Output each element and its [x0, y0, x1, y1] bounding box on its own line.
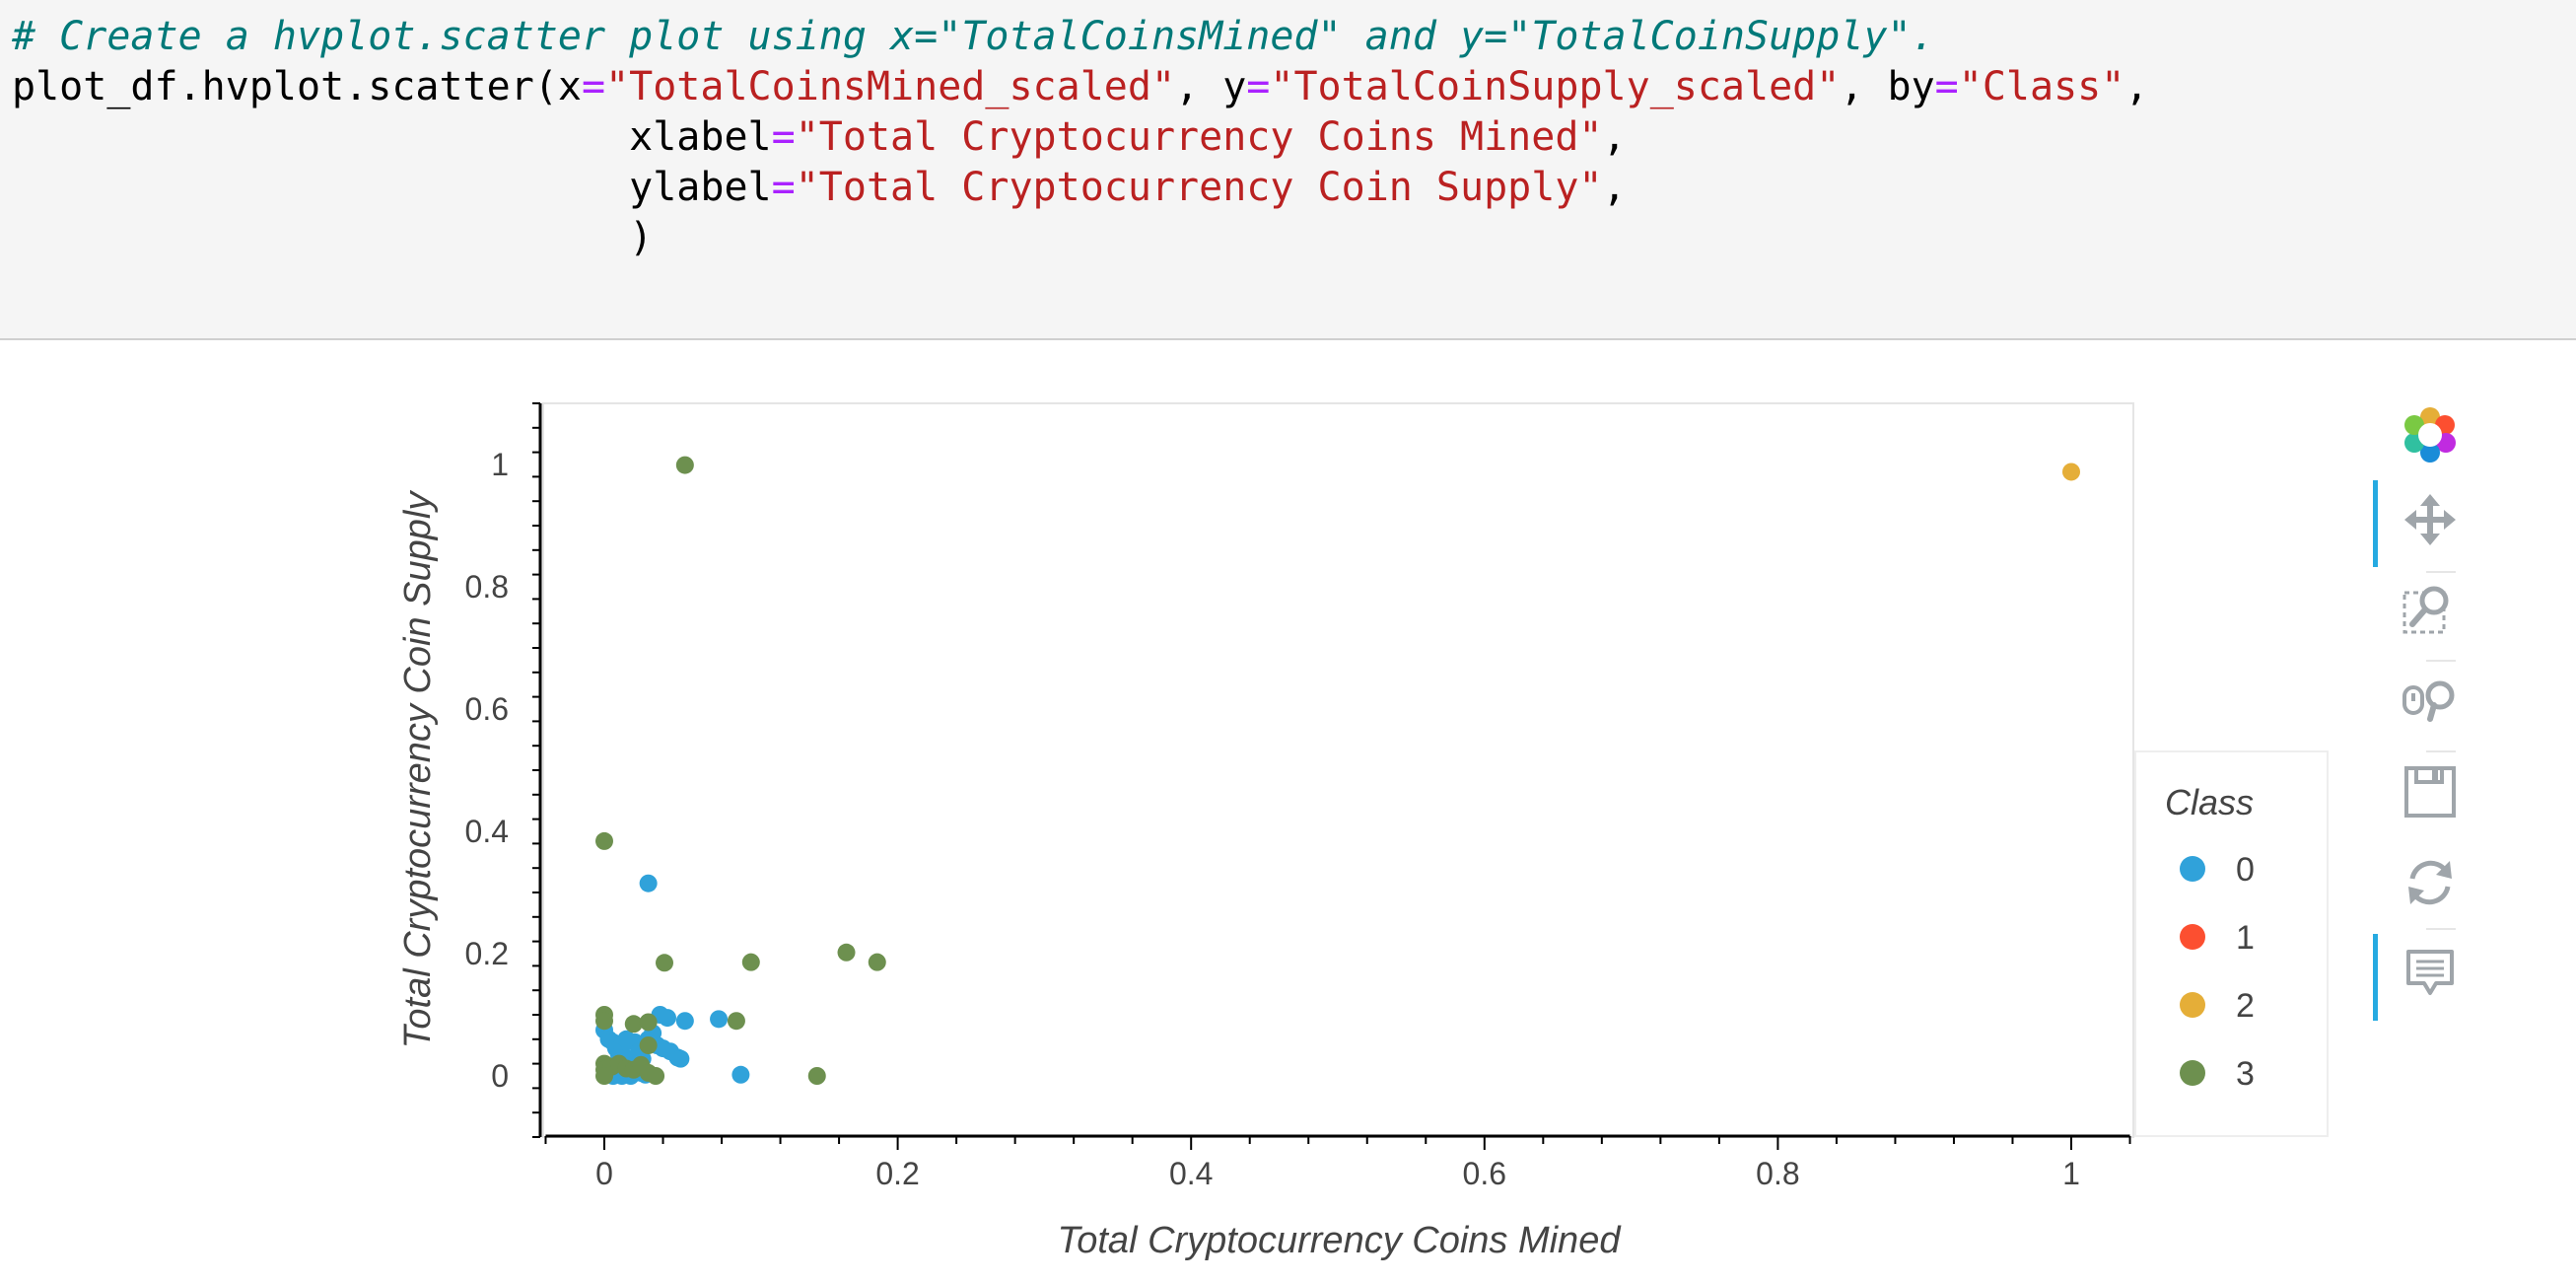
hover-tool-button[interactable] — [2373, 934, 2479, 1021]
data-point-class-0 — [710, 1010, 729, 1029]
save-icon — [2404, 766, 2456, 818]
bokeh-logo-icon — [2404, 407, 2456, 463]
data-point-class-3 — [741, 953, 760, 971]
data-point-class-3 — [656, 954, 674, 972]
code-token: "Total Cryptocurrency Coins Mined" — [795, 114, 1603, 160]
data-point-class-3 — [639, 1013, 658, 1032]
data-point-class-3 — [868, 953, 886, 971]
data-point-class-0 — [671, 1049, 690, 1068]
code-token: = — [771, 114, 796, 160]
code-token: = — [771, 165, 796, 210]
data-point-class-3 — [595, 1012, 613, 1031]
code-token: ylabel — [12, 165, 772, 210]
y-tick-label: 0.6 — [465, 691, 509, 727]
wheel-zoom-tool-button[interactable] — [2381, 664, 2479, 743]
legend: Class 0 1 2 3 — [2134, 750, 2329, 1137]
hover-icon — [2406, 950, 2454, 995]
code-line: ) — [12, 213, 2148, 263]
code-token: ) — [12, 215, 654, 260]
code-line: plot_df.hvplot.scatter(x="TotalCoinsMine… — [12, 62, 2148, 112]
data-point-class-3 — [837, 943, 856, 962]
data-point-class-3 — [807, 1067, 826, 1085]
code-token: , — [1602, 114, 1627, 160]
x-axis: 0 0.2 0.4 0.6 0.8 1 — [544, 1134, 2131, 1191]
code-token: = — [1246, 64, 1271, 109]
pan-tool-button[interactable] — [2373, 480, 2479, 567]
x-tick-label: 0 — [595, 1156, 613, 1191]
legend-label: 2 — [2236, 987, 2255, 1025]
y-axis: 0 0.2 0.4 0.6 0.8 1 — [465, 402, 542, 1138]
output-area: 0 0.2 0.4 0.6 0.8 1 0 0.2 0.4 0.6 0.8 1 Total Cryp… — [0, 340, 2576, 1284]
data-point-class-0 — [731, 1065, 750, 1084]
plot-frame — [542, 402, 2134, 1138]
legend-label: 3 — [2236, 1055, 2255, 1093]
plot-toolbar — [2373, 395, 2479, 1021]
code-token: = — [581, 64, 606, 109]
pan-icon — [2404, 494, 2456, 545]
box-zoom-icon — [2402, 586, 2449, 634]
code-token: , — [1602, 165, 1627, 210]
legend-marker-class-0 — [2180, 856, 2205, 882]
data-point-class-0 — [639, 874, 658, 892]
y-tick-label: 0.8 — [465, 569, 509, 605]
data-point-class-0 — [675, 1012, 694, 1031]
wheel-zoom-icon — [2402, 680, 2455, 722]
scatter-plot[interactable]: 0 0.2 0.4 0.6 0.8 1 0 0.2 0.4 0.6 0.8 1 Total Cryp… — [0, 340, 2366, 1284]
code-token: , — [2124, 64, 2149, 109]
box-zoom-tool-button[interactable] — [2381, 571, 2479, 650]
data-point-class-3 — [727, 1012, 745, 1031]
code-line: ylabel="Total Cryptocurrency Coin Supply… — [12, 163, 2148, 213]
data-point-class-3 — [647, 1067, 665, 1085]
x-tick-label: 0.8 — [1756, 1156, 1799, 1191]
save-tool-button[interactable] — [2381, 752, 2479, 831]
data-point-class-2 — [2062, 463, 2080, 481]
code-token: # Create a hvplot.scatter plot using x="… — [12, 14, 1935, 59]
legend-marker-class-1 — [2180, 924, 2205, 950]
y-tick-label: 0.2 — [465, 936, 509, 971]
code-cell[interactable]: # Create a hvplot.scatter plot using x="… — [0, 0, 2576, 340]
reset-icon — [2408, 860, 2452, 905]
code-token: , y — [1175, 64, 1247, 109]
data-point-class-0 — [617, 1030, 636, 1048]
code-line: # Create a hvplot.scatter plot using x="… — [12, 12, 2148, 62]
data-point-class-3 — [595, 831, 613, 850]
legend-marker-class-2 — [2180, 992, 2205, 1018]
y-tick-label: 1 — [491, 447, 509, 482]
legend-box — [2134, 750, 2329, 1137]
legend-title: Class — [2165, 782, 2254, 822]
y-tick-label: 0.4 — [465, 814, 509, 849]
code-token: "TotalCoinSupply_scaled" — [1270, 64, 1841, 109]
code-token: plot_df.hvplot.scatter(x — [12, 64, 582, 109]
code-token: "TotalCoinsMined_scaled" — [605, 64, 1176, 109]
code-token: = — [1934, 64, 1959, 109]
data-point-class-3 — [595, 1067, 613, 1085]
data-point-class-3 — [675, 456, 694, 474]
y-axis-label: Total Cryptocurrency Coin Supply — [397, 490, 439, 1049]
y-tick-label: 0 — [491, 1058, 509, 1094]
data-point-class-0 — [658, 1009, 676, 1028]
x-axis-label: Total Cryptocurrency Coins Mined — [1058, 1220, 1623, 1261]
x-tick-label: 0.6 — [1463, 1156, 1506, 1191]
reset-tool-button[interactable] — [2381, 843, 2479, 922]
x-tick-label: 0.4 — [1169, 1156, 1213, 1191]
legend-label: 0 — [2236, 851, 2255, 889]
data-point-class-3 — [639, 1036, 658, 1054]
code-token: xlabel — [12, 114, 772, 160]
bokeh-logo-button[interactable] — [2381, 395, 2479, 474]
code-token: , by — [1840, 64, 1935, 109]
data-points — [595, 456, 2080, 1085]
legend-marker-class-3 — [2180, 1060, 2205, 1086]
legend-label: 1 — [2236, 919, 2255, 957]
code-line: xlabel="Total Cryptocurrency Coins Mined… — [12, 112, 2148, 163]
code-token: "Class" — [1958, 64, 2125, 109]
code-token: "Total Cryptocurrency Coin Supply" — [795, 165, 1603, 210]
code-editor[interactable]: # Create a hvplot.scatter plot using x="… — [12, 12, 2148, 263]
data-point-class-3 — [624, 1015, 643, 1034]
x-tick-label: 0.2 — [875, 1156, 919, 1191]
x-tick-label: 1 — [2062, 1156, 2080, 1191]
